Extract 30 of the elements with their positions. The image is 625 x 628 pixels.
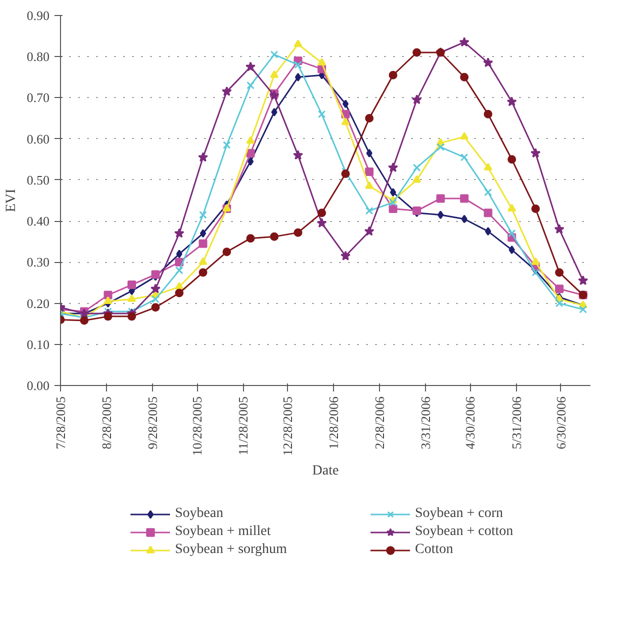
legend-label: Soybean + corn — [415, 506, 503, 522]
x-tick-label: 5/31/2006 — [508, 396, 524, 450]
x-tick-label: 6/30/2006 — [553, 396, 568, 450]
x-tick-label: 4/30/2006 — [462, 396, 478, 450]
legend-label: Cotton — [415, 542, 454, 558]
y-tick-label: 0.20 — [26, 296, 50, 311]
y-tick-label: 0.90 — [26, 8, 50, 23]
y-tick-label: 0.40 — [26, 214, 50, 229]
x-tick-label: 3/31/2006 — [418, 396, 434, 450]
y-axis-title: EVI — [4, 188, 19, 212]
x-axis-title: Date — [312, 464, 339, 479]
legend-label: Soybean + cotton — [415, 524, 514, 540]
legend-label: Soybean + sorghum — [175, 542, 287, 558]
x-tick-label: 11/28/2005 — [236, 396, 251, 456]
x-tick-label: 1/28/2006 — [326, 396, 342, 450]
y-tick-label: 0.10 — [26, 336, 50, 352]
y-tick-label: 0.30 — [26, 254, 50, 270]
legend-label: Soybean + millet — [175, 524, 271, 540]
y-tick-label: 0.80 — [26, 49, 50, 64]
y-tick-label: 0.60 — [26, 131, 50, 146]
x-tick-label: 2/28/2006 — [372, 396, 388, 450]
y-tick-label: 0.70 — [26, 90, 50, 106]
x-tick-label: 7/28/2005 — [53, 396, 68, 450]
y-tick-label: 0.00 — [26, 378, 50, 393]
legend-label: Soybean — [175, 506, 224, 522]
x-tick-label: 9/28/2005 — [145, 396, 160, 450]
y-tick-label: 0.50 — [26, 172, 50, 188]
x-tick-label: 10/28/2005 — [190, 396, 205, 456]
x-tick-label: 12/28/2005 — [280, 396, 296, 456]
x-tick-label: 8/28/2005 — [99, 396, 114, 450]
